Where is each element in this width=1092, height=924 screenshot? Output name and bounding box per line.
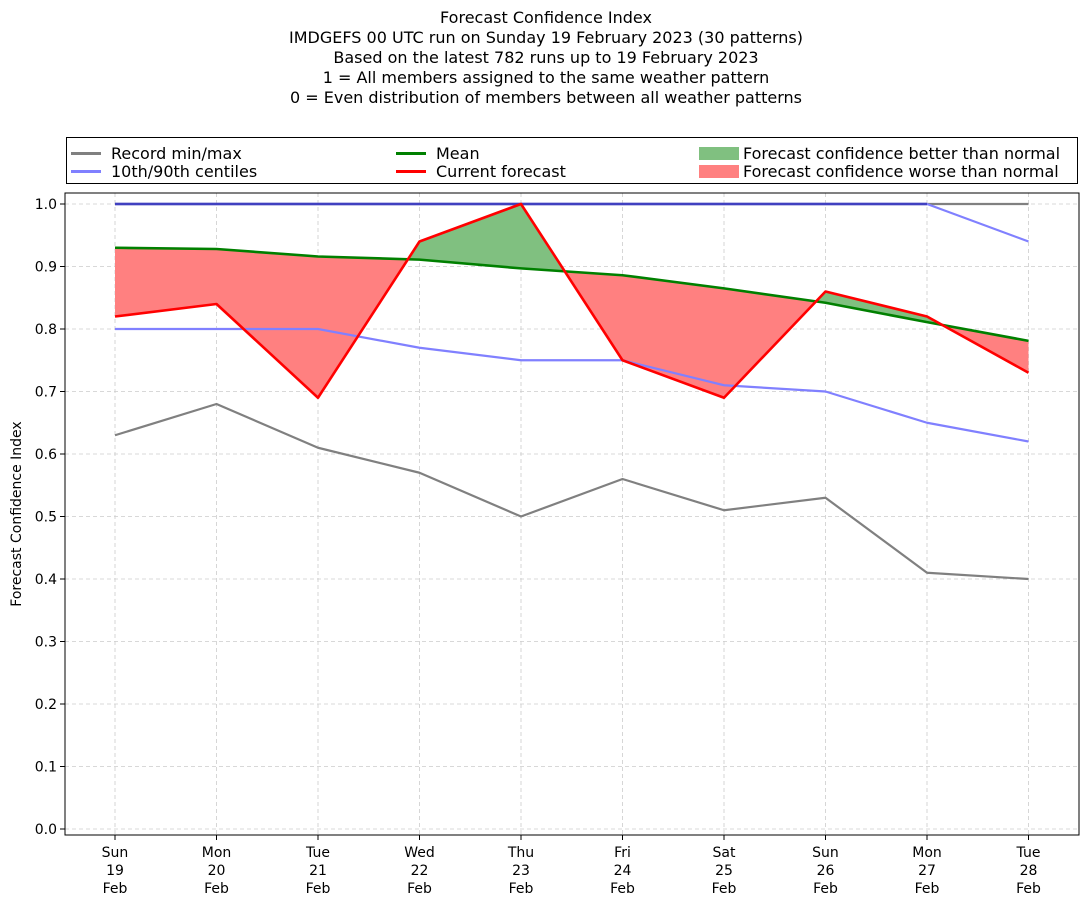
- fill-better-than-normal: [419, 204, 521, 269]
- x-tick-label: Feb: [509, 881, 534, 897]
- legend-item-current: Current forecast: [396, 162, 566, 181]
- y-axis-ticks: 0.0 0.1 0.2 0.3 0.4 0.5 0.6 0.7 0.8 0.9 1.0: [35, 197, 65, 838]
- x-tick-label: Mon: [912, 845, 942, 861]
- y-axis-label: Forecast Confidence Index: [9, 421, 25, 606]
- series-line-record-min: [114, 402, 1029, 581]
- y-tick-label: 0.4: [35, 572, 57, 588]
- legend-swatch-better: [699, 147, 739, 160]
- legend-swatch-centiles: [71, 170, 101, 173]
- x-tick-label: 24: [614, 863, 632, 879]
- fill-worse-than-normal: [724, 288, 817, 398]
- x-tick-label: Tue: [1016, 845, 1041, 861]
- chart-subtitle-run: IMDGEFS 00 UTC run on Sunday 19 February…: [289, 28, 803, 47]
- y-tick-label: 0.7: [35, 385, 57, 401]
- x-tick-label: Feb: [610, 881, 635, 897]
- x-tick-label: Feb: [915, 881, 940, 897]
- chart-subtitle-scale-max: 1 = All members assigned to the same wea…: [322, 68, 770, 87]
- legend-swatch-worse: [699, 165, 739, 178]
- y-tick-label: 1.0: [35, 197, 57, 213]
- x-tick-label: Feb: [204, 881, 229, 897]
- legend-swatch-mean: [396, 152, 426, 155]
- legend-item-worse: Forecast confidence worse than normal: [699, 162, 1059, 181]
- x-tick-label: Tue: [305, 845, 330, 861]
- x-axis-ticks: Sun 19 Feb Mon 20 Feb Tue 21 Feb Wed 22 Feb Thu 23 Feb…: [102, 835, 1041, 897]
- x-tick-label: Feb: [306, 881, 331, 897]
- plot-frame: [64, 192, 1080, 836]
- fill-worse-than-normal: [216, 249, 318, 398]
- x-tick-label: Feb: [813, 881, 838, 897]
- x-tick-label: Feb: [1016, 881, 1041, 897]
- legend-label-current: Current forecast: [436, 162, 566, 181]
- x-tick-label: Sun: [812, 845, 839, 861]
- chart-subtitle-based-on: Based on the latest 782 runs up to 19 Fe…: [333, 48, 759, 67]
- x-tick-label: Fri: [614, 845, 631, 861]
- series-line-current-forecast: [114, 202, 1030, 400]
- legend-swatch-record: [71, 152, 101, 155]
- x-tick-label: Thu: [507, 845, 534, 861]
- series-lines: [114, 202, 1030, 581]
- x-tick-label: 26: [817, 863, 835, 879]
- legend-label-better: Forecast confidence better than normal: [743, 144, 1061, 163]
- y-tick-label: 0.3: [35, 635, 57, 651]
- series-line-mean: [114, 246, 1029, 343]
- legend: Record min/max 10th/90th centiles Mean C…: [66, 137, 1078, 184]
- y-tick-label: 0.5: [35, 510, 57, 526]
- x-tick-label: 27: [918, 863, 936, 879]
- legend-label-worse: Forecast confidence worse than normal: [743, 162, 1059, 181]
- x-tick-label: Mon: [202, 845, 232, 861]
- y-tick-label: 0.6: [35, 447, 57, 463]
- x-tick-label: Sun: [102, 845, 129, 861]
- fill-areas: [115, 204, 1029, 398]
- fill-better-than-normal: [825, 291, 927, 323]
- legend-item-record: Record min/max: [71, 144, 242, 163]
- legend-label-centiles: 10th/90th centiles: [111, 162, 258, 181]
- x-tick-label: 19: [106, 863, 124, 879]
- legend-item-centiles: 10th/90th centiles: [71, 162, 257, 181]
- x-tick-label: 28: [1020, 863, 1038, 879]
- y-tick-label: 0.1: [35, 760, 57, 776]
- x-tick-label: Feb: [407, 881, 432, 897]
- series-line-90th-centile: [115, 202, 1029, 243]
- x-tick-label: 21: [309, 863, 327, 879]
- y-tick-label: 0.0: [35, 822, 57, 838]
- y-tick-label: 0.2: [35, 697, 57, 713]
- legend-label-record: Record min/max: [111, 144, 242, 163]
- chart-title: Forecast Confidence Index: [440, 8, 652, 27]
- legend-item-better: Forecast confidence better than normal: [699, 144, 1060, 163]
- x-tick-label: Feb: [712, 881, 737, 897]
- chart-title-block: Forecast Confidence Index IMDGEFS 00 UTC…: [0, 8, 1092, 108]
- legend-item-mean: Mean: [396, 144, 480, 163]
- chart-subtitle-scale-min: 0 = Even distribution of members between…: [289, 88, 803, 107]
- x-tick-label: Feb: [103, 881, 128, 897]
- fill-worse-than-normal: [115, 247, 217, 317]
- series-line-10th-centile: [115, 327, 1029, 443]
- x-tick-label: 23: [512, 863, 530, 879]
- legend-label-mean: Mean: [436, 144, 480, 163]
- x-tick-label: 25: [715, 863, 733, 879]
- x-tick-label: 22: [411, 863, 429, 879]
- x-tick-label: Wed: [404, 845, 435, 861]
- x-tick-label: Sat: [713, 845, 736, 861]
- x-tick-label: 20: [208, 863, 226, 879]
- y-tick-label: 0.8: [35, 322, 57, 338]
- legend-swatch-current: [396, 170, 426, 173]
- y-tick-label: 0.9: [35, 260, 57, 276]
